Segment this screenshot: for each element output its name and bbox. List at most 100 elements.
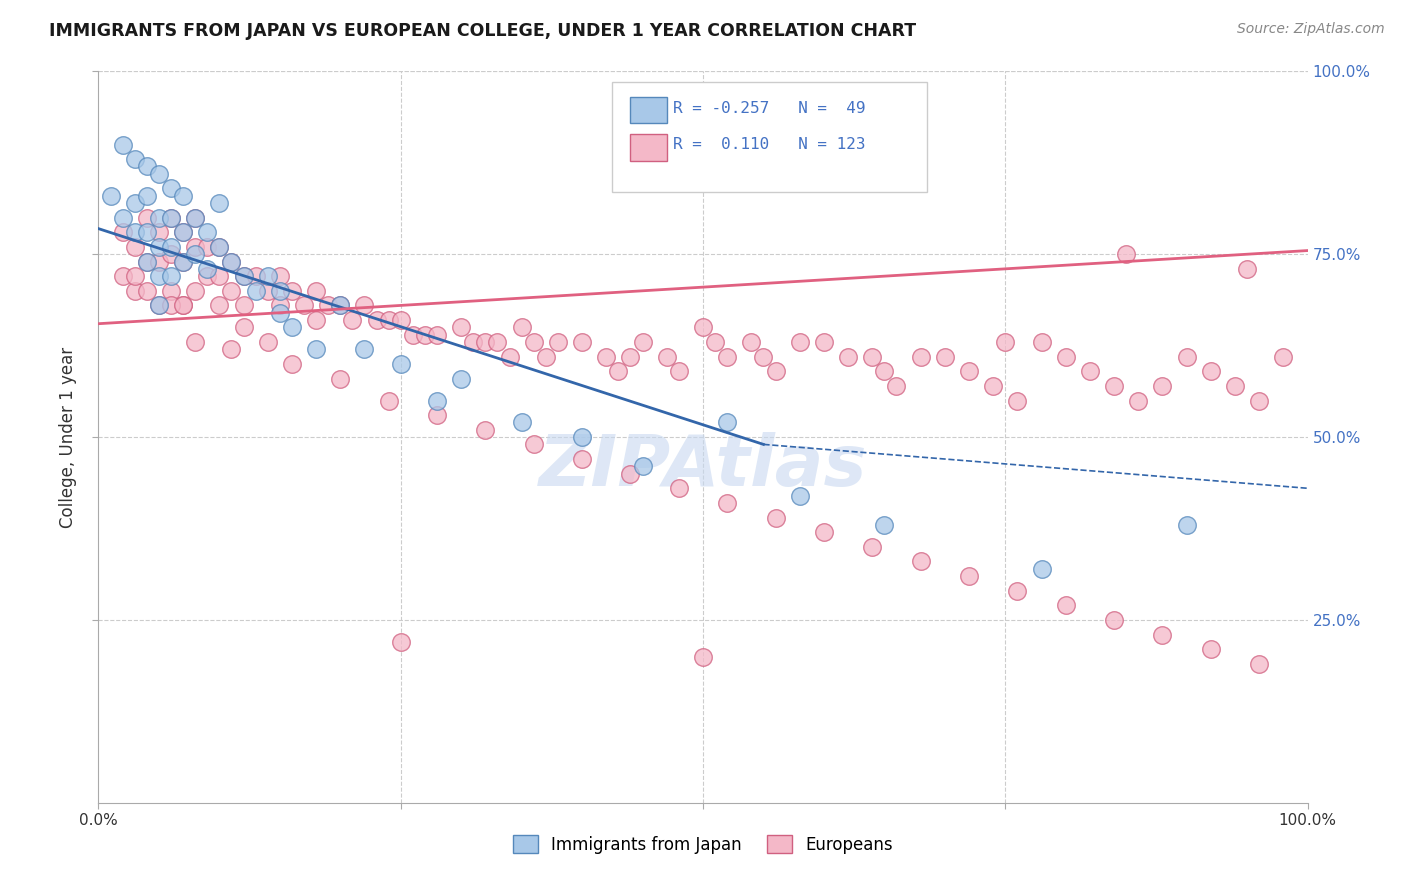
Point bbox=[221, 284, 243, 298]
Point bbox=[692, 320, 714, 334]
Point bbox=[160, 269, 183, 284]
Point bbox=[281, 284, 304, 298]
Point bbox=[934, 350, 956, 364]
Point bbox=[789, 489, 811, 503]
Point bbox=[1175, 350, 1198, 364]
Point bbox=[498, 350, 520, 364]
Point bbox=[1175, 517, 1198, 532]
Point bbox=[1199, 364, 1222, 378]
Point bbox=[269, 269, 291, 284]
Point bbox=[426, 408, 449, 422]
Point bbox=[184, 240, 207, 254]
Point bbox=[329, 371, 352, 385]
Point bbox=[208, 196, 231, 211]
Text: ZIPAtlas: ZIPAtlas bbox=[538, 432, 868, 500]
Point bbox=[195, 240, 218, 254]
Point bbox=[172, 188, 194, 202]
Point bbox=[160, 181, 183, 195]
Point bbox=[523, 437, 546, 451]
Point bbox=[195, 269, 218, 284]
Point bbox=[305, 284, 328, 298]
Text: R = -0.257   N =  49: R = -0.257 N = 49 bbox=[672, 101, 865, 116]
Point bbox=[221, 343, 243, 357]
Point bbox=[111, 137, 134, 152]
Point bbox=[342, 313, 364, 327]
Point bbox=[704, 334, 727, 349]
Point bbox=[135, 254, 157, 268]
Point bbox=[765, 364, 787, 378]
Point bbox=[789, 334, 811, 349]
Point bbox=[389, 635, 412, 649]
Point bbox=[619, 467, 641, 481]
Point bbox=[886, 379, 908, 393]
Point bbox=[184, 211, 207, 225]
Point bbox=[353, 298, 375, 312]
Point bbox=[571, 452, 593, 467]
Point bbox=[486, 334, 509, 349]
Point bbox=[232, 320, 254, 334]
Point bbox=[184, 211, 207, 225]
Point bbox=[124, 225, 146, 239]
Point bbox=[1249, 393, 1271, 408]
Point bbox=[873, 364, 896, 378]
FancyBboxPatch shape bbox=[630, 135, 666, 161]
Point bbox=[256, 269, 278, 284]
Point bbox=[172, 298, 194, 312]
Point bbox=[957, 569, 980, 583]
Point bbox=[510, 416, 533, 430]
Point bbox=[366, 313, 388, 327]
Point bbox=[232, 298, 254, 312]
Point bbox=[221, 254, 243, 268]
Point bbox=[160, 298, 183, 312]
Point bbox=[873, 517, 896, 532]
Point bbox=[716, 350, 738, 364]
Point bbox=[135, 284, 157, 298]
Point bbox=[135, 211, 157, 225]
Point bbox=[474, 334, 496, 349]
Point bbox=[910, 350, 932, 364]
Point bbox=[631, 459, 654, 474]
Point bbox=[1102, 379, 1125, 393]
Text: R =  0.110   N = 123: R = 0.110 N = 123 bbox=[672, 137, 865, 153]
Point bbox=[619, 350, 641, 364]
Point bbox=[668, 364, 690, 378]
Point bbox=[148, 254, 170, 268]
Point bbox=[232, 269, 254, 284]
Point bbox=[765, 510, 787, 524]
Point bbox=[752, 350, 775, 364]
Point bbox=[607, 364, 630, 378]
Point bbox=[1223, 379, 1246, 393]
Point bbox=[305, 313, 328, 327]
Point bbox=[148, 211, 170, 225]
Point bbox=[837, 350, 859, 364]
Point bbox=[124, 284, 146, 298]
Point bbox=[860, 350, 883, 364]
Point bbox=[377, 393, 399, 408]
Point bbox=[474, 423, 496, 437]
Point bbox=[692, 649, 714, 664]
Point bbox=[195, 261, 218, 276]
Point bbox=[813, 334, 835, 349]
Point bbox=[135, 254, 157, 268]
Point bbox=[595, 350, 617, 364]
Point bbox=[450, 371, 472, 385]
Point bbox=[389, 357, 412, 371]
Point bbox=[910, 554, 932, 568]
Point bbox=[208, 240, 231, 254]
Point bbox=[413, 327, 436, 342]
Point bbox=[172, 254, 194, 268]
Point bbox=[329, 298, 352, 312]
Point bbox=[571, 334, 593, 349]
Point bbox=[463, 334, 485, 349]
Point bbox=[124, 269, 146, 284]
Point bbox=[124, 240, 146, 254]
Point bbox=[111, 225, 134, 239]
Point bbox=[305, 343, 328, 357]
Point bbox=[740, 334, 762, 349]
Point bbox=[860, 540, 883, 554]
Point bbox=[148, 269, 170, 284]
Point bbox=[316, 298, 339, 312]
Point bbox=[160, 211, 183, 225]
Point bbox=[981, 379, 1004, 393]
Point bbox=[184, 334, 207, 349]
